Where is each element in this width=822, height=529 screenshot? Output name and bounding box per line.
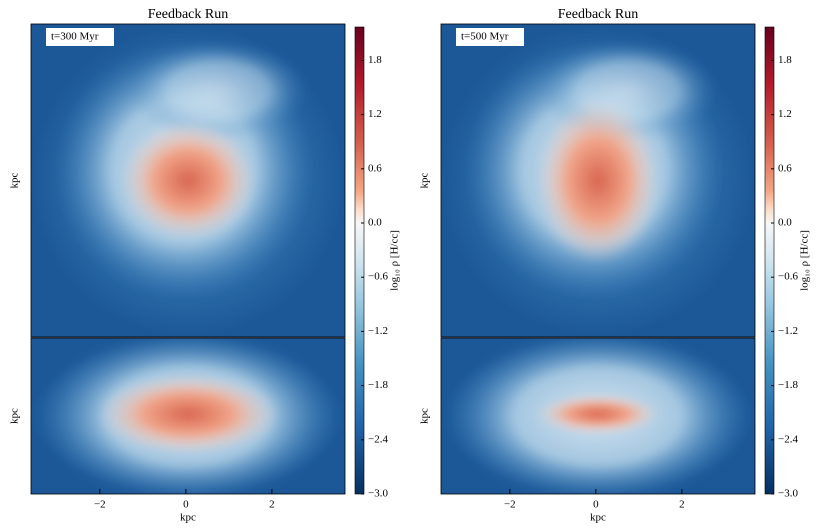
colorbar-label: log₁₀ ρ [H/cc] (799, 230, 811, 291)
colorbar-tick-label: 1.2 (368, 108, 382, 120)
x-tick-label: 0 (593, 499, 599, 511)
colorbar-tick-label: −1.8 (778, 379, 798, 391)
colorbar-tick-label: −3.0 (778, 488, 798, 500)
core (536, 98, 660, 263)
colorbar-tick-label: 1.2 (778, 108, 792, 120)
x-axis-label: kpc (590, 512, 606, 524)
colorbar-label: log₁₀ ρ [H/cc] (389, 230, 401, 291)
gas (38, 338, 338, 494)
x-tick-label: −2 (504, 499, 516, 511)
y-axis-label: kpc (419, 408, 431, 424)
density-image (441, 338, 755, 494)
colorbar-tick-label: −2.4 (368, 433, 388, 445)
core (536, 394, 660, 434)
core (98, 374, 278, 454)
x-tick-label: −2 (94, 499, 106, 511)
colorbar-tick-label: −3.0 (368, 488, 388, 500)
y-axis-label: kpc (9, 172, 21, 188)
x-tick-label: 2 (269, 499, 275, 511)
halo (128, 40, 308, 141)
annotation: t=500 Myr (461, 31, 509, 43)
panel-title: Feedback Run (148, 7, 228, 22)
x-tick-label: 0 (183, 499, 189, 511)
colorbar-tick-label: 0.0 (778, 217, 792, 229)
colorbar-tick-label: 0.6 (778, 162, 792, 174)
gas (54, 40, 314, 301)
colorbar-tick-label: 0.0 (368, 217, 382, 229)
gas (464, 40, 724, 301)
y-axis-label: kpc (9, 408, 21, 424)
frame (440, 337, 756, 495)
colorbar-tick-label: −1.2 (778, 325, 798, 337)
colorbar (354, 26, 365, 495)
colorbar-tick-label: −0.6 (368, 271, 388, 283)
annotation-box (456, 28, 524, 46)
colorbar-tick-label: 0.6 (368, 162, 382, 174)
x-tick-label: 2 (679, 499, 685, 511)
density-image (31, 338, 345, 494)
x-axis-label: kpc (180, 512, 196, 524)
frame (30, 337, 346, 495)
core (120, 120, 256, 241)
colorbar-tick-label: 1.8 (778, 54, 792, 66)
frame (30, 23, 346, 338)
annotation: t=300 Myr (51, 31, 99, 43)
colorbar-tick-label: −1.8 (368, 379, 388, 391)
density-image (441, 24, 755, 337)
annotation-box (46, 28, 114, 46)
density-image (31, 24, 345, 337)
frame (440, 23, 756, 338)
colorbar-tick-label: 1.8 (368, 54, 382, 66)
colorbar-tick-label: −2.4 (778, 433, 798, 445)
gas (448, 338, 748, 494)
colorbar (764, 26, 775, 495)
y-axis-label: kpc (419, 172, 431, 188)
colorbar-tick-label: −1.2 (368, 325, 388, 337)
colorbar-tick-label: −0.6 (778, 271, 798, 283)
panel-title: Feedback Run (558, 7, 638, 22)
